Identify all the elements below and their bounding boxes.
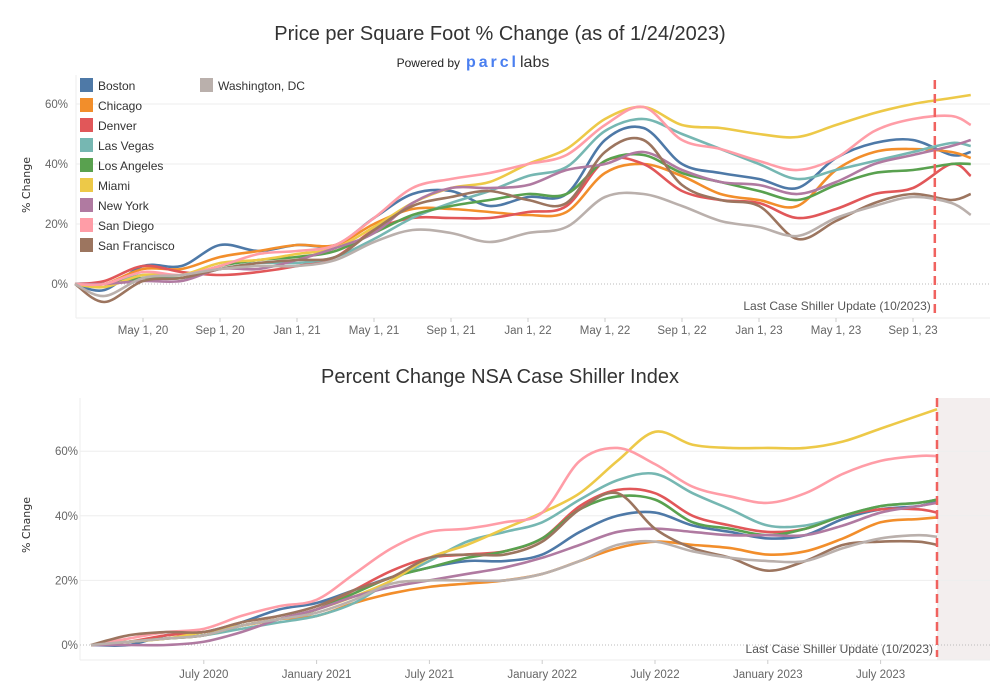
legend: Boston Chicago Denver Las Vegas Los Angeles M… xyxy=(80,78,305,253)
bottom-x-tick-label: July 2021 xyxy=(405,669,454,681)
legend-swatch xyxy=(80,138,93,152)
legend-swatch xyxy=(80,218,93,232)
legend-item-las-vegas: Las Vegas xyxy=(80,138,154,153)
top-series-miami xyxy=(74,93,971,289)
top-y-axis-label: % Change xyxy=(20,157,33,213)
legend-item-denver: Denver xyxy=(80,118,137,133)
legend-label: San Diego xyxy=(98,219,154,233)
legend-label: Boston xyxy=(98,79,135,93)
bottom-series-las-vegas xyxy=(90,471,938,647)
bottom-y-tick-label: 20% xyxy=(55,575,78,587)
legend-label: Los Angeles xyxy=(98,159,163,173)
legend-item-new-york: New York xyxy=(80,198,150,213)
bottom-last-update-note: Last Case Shiller Update (10/2023) xyxy=(746,642,933,656)
legend-item-chicago: Chicago xyxy=(80,98,142,113)
legend-swatch xyxy=(200,78,213,92)
bottom-x-tick-label: January 2023 xyxy=(733,669,803,681)
top-x-tick-label: May 1, 22 xyxy=(580,325,631,337)
bottom-y-tick-label: 60% xyxy=(55,446,78,458)
bottom-series-san-diego xyxy=(90,446,938,647)
bottom-chart: 0% 20% 40% 60% July 2020 January 2021 July 202… xyxy=(20,398,990,681)
legend-item-los-angeles: Los Angeles xyxy=(80,158,163,173)
bottom-future-shade xyxy=(937,398,990,660)
bottom-x-tick-label: July 2023 xyxy=(856,669,905,681)
legend-swatch xyxy=(80,98,93,112)
top-x-tick-label: Sep 1, 20 xyxy=(195,325,244,337)
top-y-tick-label: 20% xyxy=(45,219,68,231)
legend-swatch xyxy=(80,158,93,172)
powered-by-logo: Powered by parcl labs xyxy=(397,54,550,71)
top-last-update-note: Last Case Shiller Update (10/2023) xyxy=(743,299,930,313)
legend-item-washington-dc: Washington, DC xyxy=(200,78,305,93)
bottom-series-los-angeles xyxy=(90,494,938,647)
logo-brand: parcl xyxy=(466,54,516,71)
legend-label: New York xyxy=(98,199,150,213)
top-x-tick-label: May 1, 20 xyxy=(118,325,169,337)
top-y-tick-label: 60% xyxy=(45,99,68,111)
legend-label: Denver xyxy=(98,119,137,133)
top-y-tick-label: 40% xyxy=(45,159,68,171)
bottom-series-denver xyxy=(90,487,938,647)
top-series-san-francisco xyxy=(74,136,972,304)
top-x-tick-label: May 1, 23 xyxy=(811,325,862,337)
legend-item-san-francisco: San Francisco xyxy=(80,238,175,253)
legend-item-miami: Miami xyxy=(80,178,130,193)
top-series-denver xyxy=(74,156,972,286)
legend-label: Washington, DC xyxy=(218,79,305,93)
bottom-series-washington-dc xyxy=(90,533,938,647)
legend-item-boston: Boston xyxy=(80,78,135,93)
powered-by-label: Powered by xyxy=(397,56,460,70)
legend-label: Miami xyxy=(98,179,130,193)
legend-label: San Francisco xyxy=(98,239,175,253)
top-x-tick-label: Jan 1, 22 xyxy=(504,325,551,337)
logo-suffix: labs xyxy=(520,54,549,71)
legend-swatch xyxy=(80,118,93,132)
top-chart-title: Price per Square Foot % Change (as of 1/… xyxy=(274,23,725,45)
legend-swatch xyxy=(80,78,93,92)
top-x-tick-label: Jan 1, 23 xyxy=(735,325,782,337)
legend-swatch xyxy=(80,238,93,252)
bottom-y-tick-label: 40% xyxy=(55,511,78,523)
top-x-tick-label: May 1, 21 xyxy=(349,325,400,337)
top-series-washington-dc xyxy=(74,191,972,298)
bottom-x-tick-label: July 2022 xyxy=(630,669,679,681)
top-x-tick-label: Sep 1, 22 xyxy=(657,325,706,337)
legend-swatch xyxy=(80,198,93,212)
legend-label: Las Vegas xyxy=(98,139,154,153)
top-x-tick-label: Sep 1, 23 xyxy=(888,325,937,337)
top-y-tick-label: 0% xyxy=(51,279,68,291)
bottom-x-tick-label: July 2020 xyxy=(179,669,228,681)
bottom-y-axis-label: % Change xyxy=(20,497,33,553)
bottom-x-tick-label: January 2022 xyxy=(507,669,577,681)
top-x-tick-label: Jan 1, 21 xyxy=(273,325,320,337)
top-series-san-diego xyxy=(74,105,972,287)
legend-item-san-diego: San Diego xyxy=(80,218,154,233)
legend-label: Chicago xyxy=(98,99,142,113)
bottom-y-tick-label: 0% xyxy=(61,640,78,652)
top-x-tick-label: Sep 1, 21 xyxy=(426,325,475,337)
top-chart: 0% 20% 40% 60% May 1, 20 Sep 1, 20 Jan 1, 21 Ma… xyxy=(20,75,990,337)
bottom-chart-title: Percent Change NSA Case Shiller Index xyxy=(321,366,679,388)
bottom-x-tick-label: January 2021 xyxy=(282,669,352,681)
bottom-series-new-york xyxy=(91,501,938,647)
legend-swatch xyxy=(80,178,93,192)
